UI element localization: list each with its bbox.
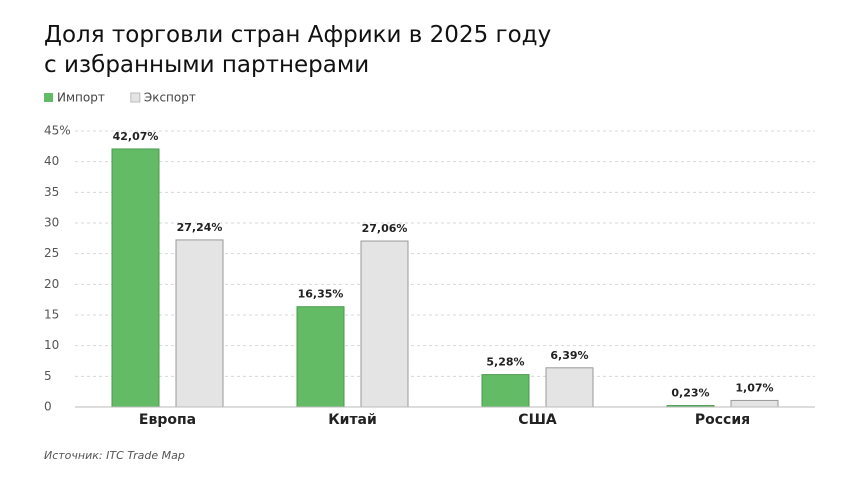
y-tick-label: 30 bbox=[44, 216, 59, 230]
legend-swatch bbox=[44, 93, 53, 102]
x-tick-label: США bbox=[518, 412, 557, 428]
y-tick-label: 20 bbox=[44, 277, 59, 291]
value-label: 0,23% bbox=[671, 387, 709, 400]
x-tick-label: Китай bbox=[328, 412, 377, 428]
bar bbox=[296, 306, 345, 408]
legend-swatch bbox=[130, 92, 141, 103]
source: Источник: ITC Trade Map bbox=[44, 449, 185, 462]
y-tick-label: 15 bbox=[44, 308, 59, 322]
legend-label: Импорт bbox=[57, 91, 105, 105]
value-label: 42,07% bbox=[113, 130, 159, 143]
bar bbox=[730, 399, 779, 408]
value-label: 27,24% bbox=[177, 221, 223, 234]
bar bbox=[481, 374, 530, 408]
y-tick-label: 25 bbox=[44, 246, 59, 260]
y-tick-label: 5 bbox=[44, 369, 52, 383]
x-tick-label: Европа bbox=[139, 412, 196, 428]
bar bbox=[545, 367, 594, 408]
y-tick-label: 35 bbox=[44, 185, 59, 199]
value-label: 16,35% bbox=[298, 288, 344, 301]
y-tick-label: 0 bbox=[44, 400, 52, 414]
bar bbox=[175, 239, 224, 408]
y-tick-label: 45% bbox=[44, 124, 71, 138]
value-label: 6,39% bbox=[550, 349, 588, 362]
bar bbox=[360, 240, 409, 408]
value-label: 27,06% bbox=[362, 222, 408, 235]
y-tick-label: 40 bbox=[44, 154, 59, 168]
value-label: 1,07% bbox=[735, 381, 773, 394]
y-tick-label: 10 bbox=[44, 338, 59, 352]
x-tick-label: Россия bbox=[695, 412, 750, 428]
bar bbox=[111, 148, 160, 408]
value-label: 5,28% bbox=[486, 356, 524, 369]
legend-label: Экспорт bbox=[144, 91, 196, 105]
chart-title: Доля торговли стран Африки в 2025 году с… bbox=[44, 22, 552, 78]
